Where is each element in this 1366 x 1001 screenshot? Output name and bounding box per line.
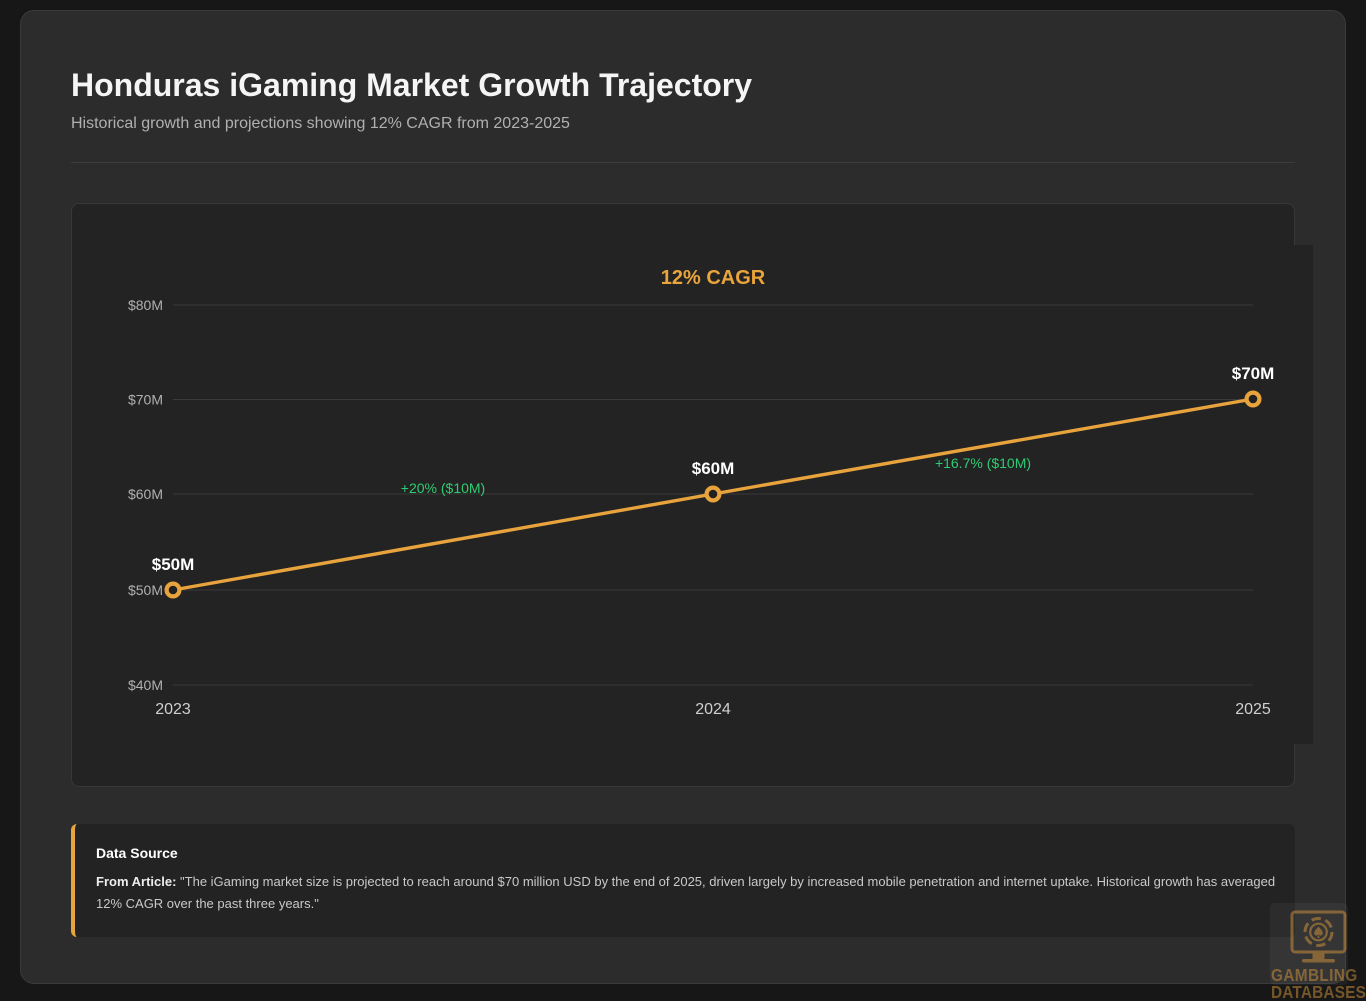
svg-text:$50M: $50M — [152, 555, 195, 574]
svg-text:$50M: $50M — [128, 582, 163, 598]
svg-text:2025: 2025 — [1235, 701, 1271, 718]
svg-text:GAMBLING: GAMBLING — [1271, 966, 1358, 985]
svg-text:+16.7% ($10M): +16.7% ($10M) — [935, 455, 1031, 471]
svg-text:$70M: $70M — [1232, 364, 1275, 383]
svg-text:$40M: $40M — [128, 677, 163, 693]
svg-text:$80M: $80M — [128, 297, 163, 313]
svg-text:2024: 2024 — [695, 701, 731, 718]
svg-text:+20% ($10M): +20% ($10M) — [401, 480, 485, 496]
svg-text:DATABASES: DATABASES — [1271, 983, 1366, 1001]
svg-text:$60M: $60M — [128, 486, 163, 502]
svg-text:2023: 2023 — [155, 701, 191, 718]
svg-text:12% CAGR: 12% CAGR — [661, 267, 766, 289]
svg-text:$70M: $70M — [128, 392, 163, 408]
svg-text:$60M: $60M — [692, 459, 735, 478]
